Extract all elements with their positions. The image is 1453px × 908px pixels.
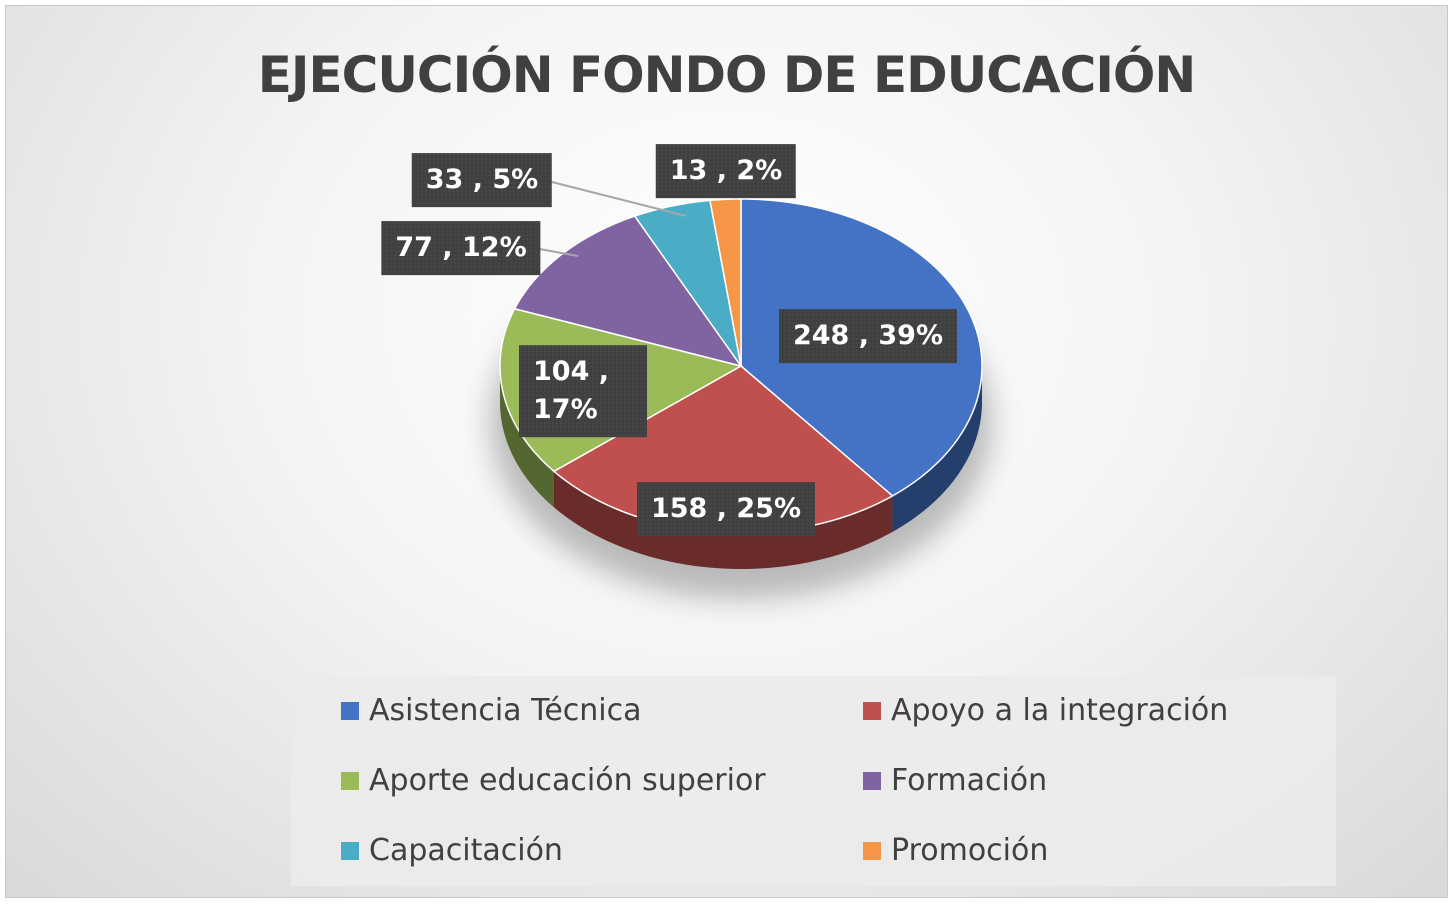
data-label: 13 , 2% bbox=[655, 144, 797, 198]
legend-swatch bbox=[863, 841, 881, 860]
legend-swatch bbox=[341, 771, 359, 790]
legend-swatch bbox=[341, 841, 359, 860]
legend-label: Promoción bbox=[891, 833, 1049, 868]
legend-swatch bbox=[341, 701, 359, 720]
legend-item: Asistencia Técnica bbox=[341, 693, 642, 728]
legend-item: Capacitación bbox=[341, 833, 563, 868]
legend-item: Formación bbox=[863, 763, 1047, 798]
data-label: 248 , 39% bbox=[778, 309, 958, 363]
slice bbox=[709, 198, 742, 367]
legend-swatch bbox=[863, 771, 881, 790]
legend-label: Aporte educación superior bbox=[369, 763, 766, 798]
legend-label: Apoyo a la integración bbox=[891, 693, 1229, 728]
legend-item: Promoción bbox=[863, 833, 1048, 868]
slice-side bbox=[892, 366, 982, 532]
legend-item: Apoyo a la integración bbox=[863, 693, 1228, 728]
slice bbox=[633, 199, 742, 367]
data-label: 104 , 17% bbox=[519, 345, 647, 437]
slice-side bbox=[500, 366, 554, 508]
legend-label: Capacitación bbox=[369, 833, 563, 868]
chart-title: EJECUCIÓN FONDO DE EDUCACIÓN bbox=[257, 46, 1197, 104]
data-label: 33 , 5% bbox=[411, 153, 553, 207]
chart: EJECUCIÓN FONDO DE EDUCACIÓN Asistencia … bbox=[5, 5, 1448, 898]
data-label: 158 , 25% bbox=[636, 482, 816, 536]
slice bbox=[513, 215, 743, 368]
legend-item: Aporte educación superior bbox=[341, 763, 766, 798]
legend: Asistencia Técnica Apoyo a la integración… bbox=[291, 676, 1336, 886]
legend-label: Formación bbox=[891, 763, 1048, 798]
leader-line bbox=[533, 247, 579, 257]
legend-swatch bbox=[863, 701, 881, 720]
legend-label: Asistencia Técnica bbox=[369, 693, 642, 728]
slice-side bbox=[553, 471, 893, 569]
leader-line bbox=[543, 179, 687, 217]
data-label: 77 , 12% bbox=[381, 221, 541, 275]
